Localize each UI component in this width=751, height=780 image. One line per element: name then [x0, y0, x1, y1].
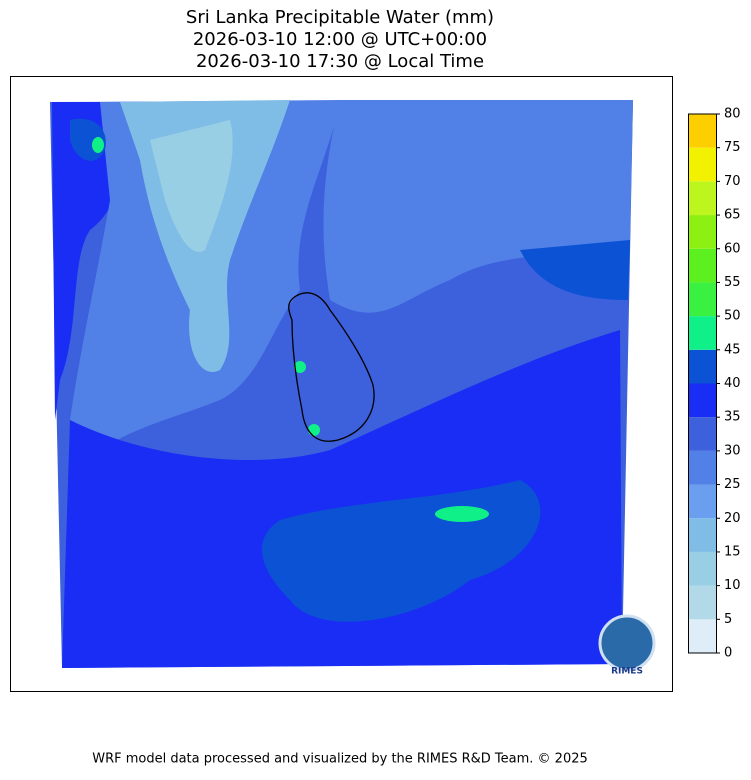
colorbar-segment: [688, 484, 716, 519]
colorbar: 0 5 10 15 20 25 30 35 40 45 50 55 60 65 70 75 80: [688, 107, 741, 661]
title-line: 2026-03-10 17:30 @ Local Time: [196, 51, 484, 72]
tick-label: 60: [724, 241, 741, 256]
colorbar-segment: [688, 316, 716, 350]
colorbar-segment: [688, 282, 716, 317]
tick-label: 55: [724, 275, 741, 290]
map-frame: [10, 76, 673, 692]
tick-label: 5: [724, 612, 732, 627]
title-line: Sri Lanka Precipitable Water (mm): [186, 7, 494, 28]
colorbar-segment: [688, 417, 716, 451]
tick-label: 15: [724, 544, 741, 559]
colorbar-segment: [688, 551, 716, 586]
field: [294, 361, 306, 373]
colorbar-segment: [688, 518, 716, 552]
tick-label: 45: [724, 342, 741, 357]
colorbar-segment: [688, 181, 716, 216]
field: [150, 120, 233, 252]
tick-label: 0: [724, 646, 732, 661]
tick-label: 65: [724, 208, 741, 223]
colorbar-segment: [688, 215, 716, 249]
tick-label: 40: [724, 376, 741, 391]
colorbar-segment: [688, 383, 716, 418]
field: [323, 100, 633, 313]
coastline: [288, 292, 375, 442]
tick-label: 10: [724, 578, 741, 593]
footer: WRF model data processed and visualized …: [92, 752, 588, 767]
tick-label: 35: [724, 410, 741, 425]
tick-label: 70: [724, 174, 741, 189]
logo-text: RIMES: [611, 667, 643, 677]
colorbar-segment: [688, 349, 716, 384]
field: [435, 506, 489, 522]
tick-label: 25: [724, 477, 741, 492]
colorbar-segment: [688, 585, 716, 620]
field: [62, 330, 622, 668]
colorbar-segment: [688, 450, 716, 485]
tick-label: 20: [724, 511, 741, 526]
map: RIMES: [50, 100, 656, 677]
tick-label: 75: [724, 140, 741, 155]
colorbar-segment: [688, 619, 716, 653]
tick-label: 30: [724, 443, 741, 458]
field: [520, 240, 630, 300]
field: [52, 102, 118, 420]
title-line: 2026-03-10 12:00 @ UTC+00:00: [193, 29, 487, 50]
tick-label: 80: [724, 107, 741, 122]
field: [308, 424, 320, 436]
logo-emblem: [598, 614, 656, 672]
field: [92, 137, 104, 153]
tick-label: 50: [724, 309, 741, 324]
colorbar-segment: [688, 147, 716, 182]
colorbar-segment: [688, 114, 716, 148]
colorbar-segment: [688, 248, 716, 283]
